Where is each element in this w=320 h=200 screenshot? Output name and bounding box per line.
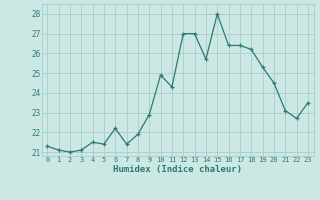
X-axis label: Humidex (Indice chaleur): Humidex (Indice chaleur) — [113, 165, 242, 174]
